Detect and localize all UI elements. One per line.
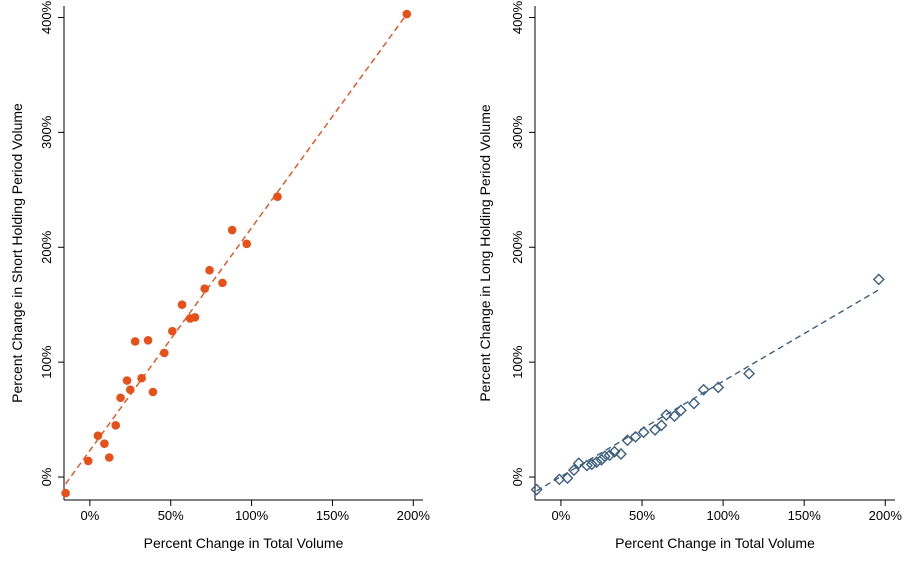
data-point	[100, 439, 109, 449]
x-tick-label: 200%	[869, 508, 903, 523]
data-point	[637, 426, 650, 439]
data-point	[104, 453, 114, 462]
data-point	[143, 336, 153, 345]
fit-line	[536, 289, 880, 492]
x-tick-label: 50%	[629, 508, 655, 523]
data-point	[649, 423, 661, 436]
data-point	[402, 9, 412, 19]
x-tick-label: 0%	[552, 508, 571, 523]
data-point	[687, 397, 700, 410]
y-axis-title: Percent Change in Long Holding Period Vo…	[477, 104, 493, 402]
y-tick-label: 200%	[510, 230, 525, 264]
data-point	[530, 483, 543, 496]
data-point	[561, 472, 574, 485]
data-point	[629, 430, 642, 443]
data-point	[137, 373, 146, 383]
data-point	[111, 421, 121, 430]
data-point	[61, 488, 70, 498]
chart-panel-2: 0% 50% 100% 150% 200% 0% 100% 200% 300% 400% Perce…	[477, 0, 902, 551]
x-axis-title: Percent Change in Total Volume	[144, 535, 344, 551]
data-point	[567, 464, 580, 477]
data-point	[177, 300, 187, 309]
x-tick-label: 150%	[788, 508, 822, 523]
data-point	[572, 457, 585, 470]
data-point	[168, 326, 177, 336]
x-tick-label: 100%	[706, 508, 740, 523]
data-point	[273, 192, 282, 202]
y-tick-label: 0%	[510, 467, 525, 486]
data-point	[218, 278, 227, 288]
data-point	[595, 453, 608, 466]
data-point	[126, 385, 135, 395]
data-point	[697, 383, 710, 396]
data-point	[93, 431, 103, 440]
y-tick-label: 300%	[39, 115, 54, 149]
x-tick-label: 200%	[397, 508, 431, 523]
data-point	[614, 448, 627, 461]
y-tick-label: 100%	[510, 345, 525, 379]
x-tick-label: 150%	[316, 508, 350, 523]
data-point	[608, 445, 621, 458]
data-point	[712, 381, 725, 394]
data-point	[580, 459, 593, 472]
data-point	[655, 419, 668, 432]
y-tick-label: 300%	[510, 115, 525, 149]
data-point	[872, 273, 885, 286]
data-point	[590, 456, 603, 469]
x-tick-label: 50%	[158, 508, 184, 523]
data-point	[660, 408, 673, 421]
y-tick-label: 200%	[39, 230, 54, 264]
data-point	[674, 404, 687, 417]
y-tick-label: 400%	[510, 0, 525, 34]
data-point	[205, 265, 214, 275]
data-point	[200, 284, 209, 293]
chart-panel-1: 0% 50% 100% 150% 200% 0% 100% 200% 300% 400% Perce…	[9, 0, 430, 551]
data-point	[585, 458, 598, 471]
x-tick-label: 0%	[80, 508, 99, 523]
y-axis-title: Percent Change in Short Holding Period V…	[9, 103, 25, 403]
data-point	[621, 434, 634, 447]
x-tick-label: 100%	[235, 508, 269, 523]
data-point	[668, 410, 681, 423]
y-tick-label: 0%	[39, 467, 54, 486]
data-point	[227, 225, 237, 235]
y-tick-label: 100%	[39, 345, 54, 379]
data-point	[743, 367, 756, 380]
y-tick-label: 400%	[39, 0, 54, 34]
data-point	[242, 239, 252, 249]
x-axis-title: Percent Change in Total Volume	[615, 535, 815, 551]
data-point	[598, 450, 611, 463]
data-point	[148, 387, 158, 397]
data-point	[159, 348, 169, 358]
fit-line	[65, 13, 408, 485]
data-point	[116, 393, 125, 403]
data-point	[83, 456, 93, 466]
data-point	[130, 337, 140, 346]
data-point	[122, 376, 132, 385]
data-point	[190, 313, 200, 322]
data-point	[603, 449, 616, 462]
